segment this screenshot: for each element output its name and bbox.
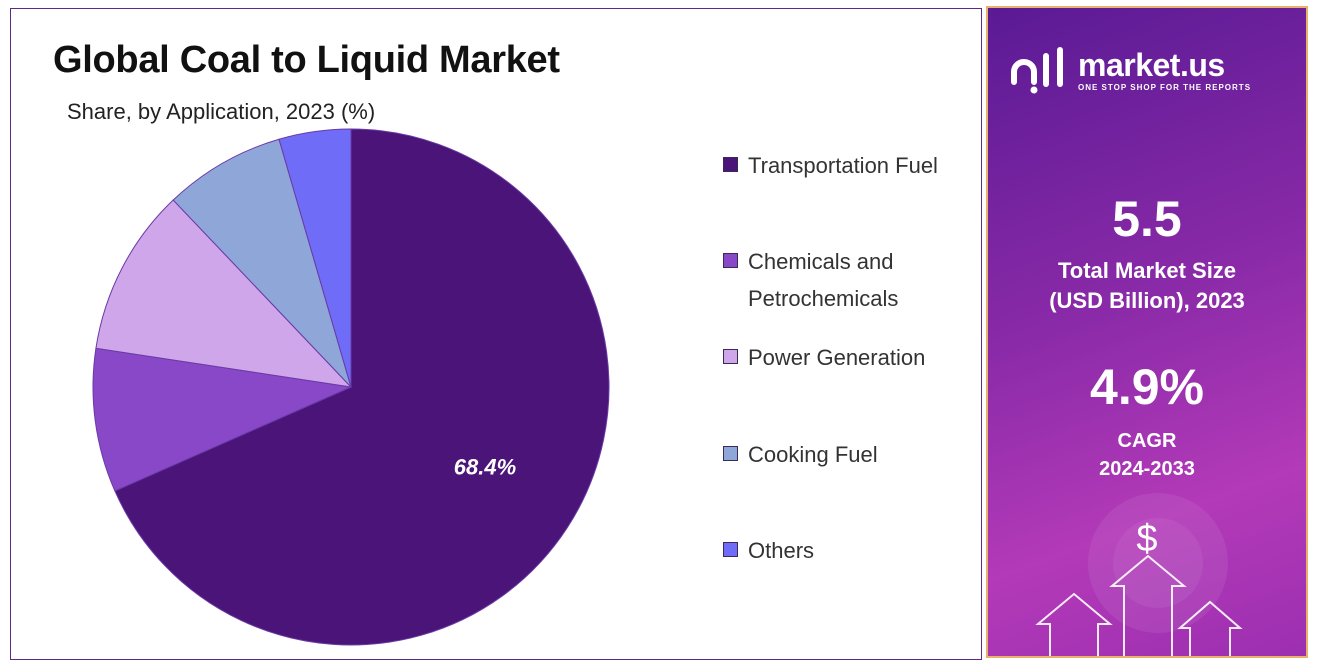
market-size-unit: (USD Billion), 2023 <box>1049 288 1245 313</box>
cagr-label: CAGR <box>1117 430 1177 452</box>
legend-label: Others <box>748 538 815 563</box>
legend-item-cooking-fuel: Cooking Fuel <box>723 436 978 473</box>
cagr-period: 2024-2033 <box>1099 458 1195 480</box>
cagr-value: 4.9% <box>1090 359 1204 415</box>
arrow-up-icon <box>1035 592 1113 656</box>
legend-item-others: Others <box>723 532 978 569</box>
legend-swatch <box>723 157 738 172</box>
chart-title: Global Coal to Liquid Market <box>53 39 560 81</box>
legend-swatch <box>723 542 738 557</box>
arrow-up-icon <box>1109 554 1187 656</box>
brand-tagline: ONE STOP SHOP FOR THE REPORTS <box>1078 82 1252 92</box>
pie-slice-cooking-fuel <box>172 138 352 388</box>
dollar-icon: $ <box>1136 518 1158 560</box>
chart-subtitle: Share, by Application, 2023 (%) <box>67 99 376 124</box>
pie-slice-power-generation <box>95 199 353 388</box>
chart-panel: Global Coal to Liquid Market Share, by A… <box>10 8 982 660</box>
legend-item-power-generation: Power Generation <box>723 339 978 376</box>
legend-label: Chemicals and Petrochemicals <box>748 249 899 311</box>
pie-slice-chemicals-and-petrochemicals <box>92 347 353 492</box>
market-size-value: 5.5 <box>1112 191 1182 247</box>
background-decoration <box>1035 493 1243 656</box>
legend-label: Cooking Fuel <box>748 442 878 467</box>
pie-slice-others <box>278 128 352 388</box>
pie-data-label: 68.4% <box>454 454 516 479</box>
legend-item-chemicals-and-petrochemicals: Chemicals and Petrochemicals <box>723 243 978 317</box>
legend-label: Transportation Fuel <box>748 153 938 178</box>
legend-item-transportation-fuel: Transportation Fuel <box>723 147 978 184</box>
brand-name: market.us <box>1078 46 1225 83</box>
pie-slice-transportation-fuel <box>114 128 610 646</box>
brand-logo: market.us ONE STOP SHOP FOR THE REPORTS <box>1006 42 1251 98</box>
chart-legend: Transportation Fuel Chemicals and Petroc… <box>723 9 981 649</box>
pie-chart: 68.4% <box>92 128 610 646</box>
legend-swatch <box>723 253 738 268</box>
market-us-logo-icon <box>1011 47 1063 94</box>
legend-label: Power Generation <box>748 345 926 370</box>
arrow-up-icon <box>1177 600 1243 656</box>
market-size-label: Total Market Size <box>1057 258 1237 283</box>
market-summary-panel: market.us ONE STOP SHOP FOR THE REPORTS … <box>986 6 1308 658</box>
legend-swatch <box>723 349 738 364</box>
legend-swatch <box>723 446 738 461</box>
